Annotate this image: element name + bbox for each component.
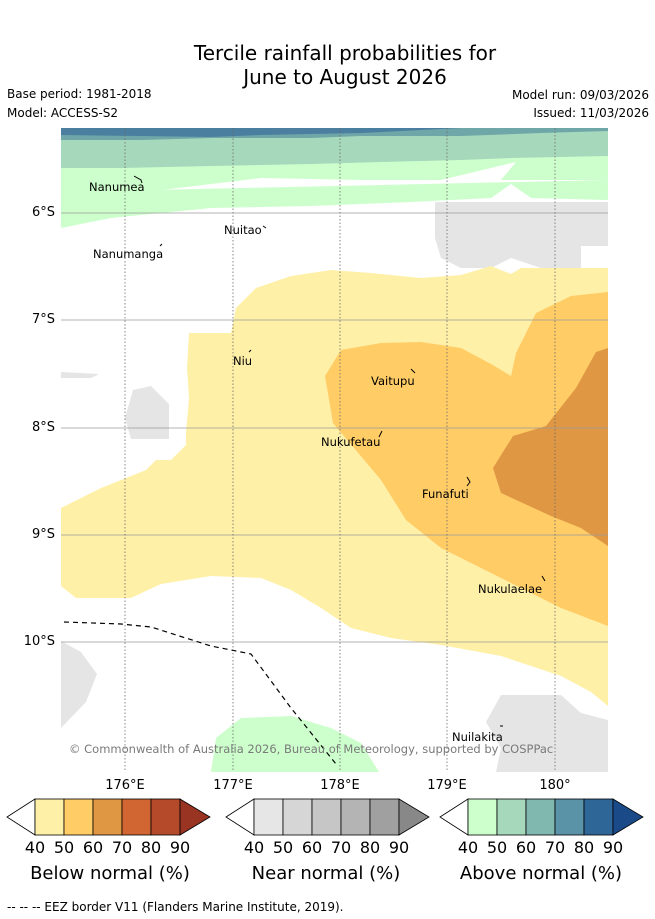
lat-label-9s: 9°S [31,527,55,542]
above-tick-60: 60 [515,838,537,857]
place-vaitupu: Vaitupu [371,374,415,388]
above-40-lower [61,180,608,228]
above-tick-70: 70 [544,838,566,857]
near-tick-90: 90 [388,838,410,857]
near-tick-80: 80 [359,838,381,857]
near-swatch-80 [369,798,400,836]
above-swatch-40 [467,798,498,836]
below-swatch-90-arrow [179,798,211,836]
place-nukulaelae: Nukulaelae [478,582,543,596]
above-tick-90: 90 [602,838,624,857]
below-tick-50: 50 [53,838,75,857]
model-run: Model run: 09/03/2026 [511,88,649,102]
lon-label-176e: 176°E [105,778,145,793]
eez-border-line [63,621,337,765]
near-normal-title: Near normal (%) [251,863,401,884]
map-title-line1: Tercile rainfall probabilities for [193,41,497,65]
place-nanumanga: Nanumanga [93,247,164,261]
below-swatch-60 [92,798,123,836]
near-swatch-50 [282,798,313,836]
near-tick-40: 40 [243,838,265,857]
model-name: Model: ACCESS-S2 [7,106,119,120]
above-normal-title: Above normal (%) [459,863,623,884]
longitude-grid [124,128,556,772]
place-nukufetau: Nukufetau [321,435,381,449]
lon-label-177e: 177°E [213,778,253,793]
island-marks [133,175,546,727]
copyright-notice: © Commonwealth of Australia 2026, Bureau… [69,742,554,756]
place-nuitao: Nuitao [224,223,262,237]
below-50-region [325,292,608,626]
above-swatch-60 [525,798,556,836]
lat-label-6s: 6°S [31,205,55,220]
near-normal-patch-west2 [125,386,169,439]
near-normal-patch-southwest [61,641,97,728]
lon-label-178e: 178°E [320,778,360,793]
above-swatch-50 [496,798,527,836]
lat-label-8s: 8°S [31,420,55,435]
place-funafuti: Funafuti [422,487,469,501]
issued-date: Issued: 11/03/2026 [533,106,649,120]
lat-label-7s: 7°S [31,312,55,327]
near-swatch-60 [311,798,342,836]
below-swatch-40 [34,798,65,836]
place-nuilakita: Nuilakita [452,730,503,744]
above-tick-40: 40 [457,838,479,857]
place-nanumea: Nanumea [89,180,145,194]
above-normal-colorbar [439,798,644,836]
near-normal-patch-southeast [486,695,608,772]
below-swatch-50 [63,798,94,836]
above-40-south [211,716,379,772]
near-tick-50: 50 [272,838,294,857]
lat-label-10s: 10°S [23,634,55,649]
map-title-line2: June to August 2026 [243,65,447,89]
below-normal-colorbar [6,798,211,836]
below-tick-90: 90 [169,838,191,857]
below-tick-70: 70 [111,838,133,857]
lon-label-179e: 179°E [427,778,467,793]
place-niu: Niu [233,354,253,368]
above-70-band [61,128,461,137]
lon-label-180: 180° [539,778,571,793]
near-normal-patch-west [61,372,99,378]
above-tick-50: 50 [486,838,508,857]
above-swatch-70 [554,798,585,836]
base-period: Base period: 1981-2018 [7,87,152,101]
near-swatch-40 [253,798,284,836]
eez-footer-note: -- -- -- EEZ border V11 (Flanders Marine… [7,900,344,914]
below-tick-80: 80 [140,838,162,857]
near-tick-60: 60 [301,838,323,857]
above-tick-80: 80 [573,838,595,857]
below-60-region [493,348,608,546]
near-tick-70: 70 [330,838,352,857]
rainfall-probability-map [61,128,608,772]
near-normal-colorbar [225,798,430,836]
near-swatch-90-arrow [398,798,430,836]
latitude-grid [61,212,608,643]
below-tick-60: 60 [82,838,104,857]
above-swatch-90-arrow [612,798,644,836]
above-swatch-80 [583,798,614,836]
below-normal-title: Below normal (%) [30,863,190,884]
below-tick-40: 40 [24,838,46,857]
below-swatch-70 [121,798,152,836]
near-normal-patch-east [435,202,608,268]
below-swatch-80 [150,798,181,836]
near-swatch-70 [340,798,371,836]
